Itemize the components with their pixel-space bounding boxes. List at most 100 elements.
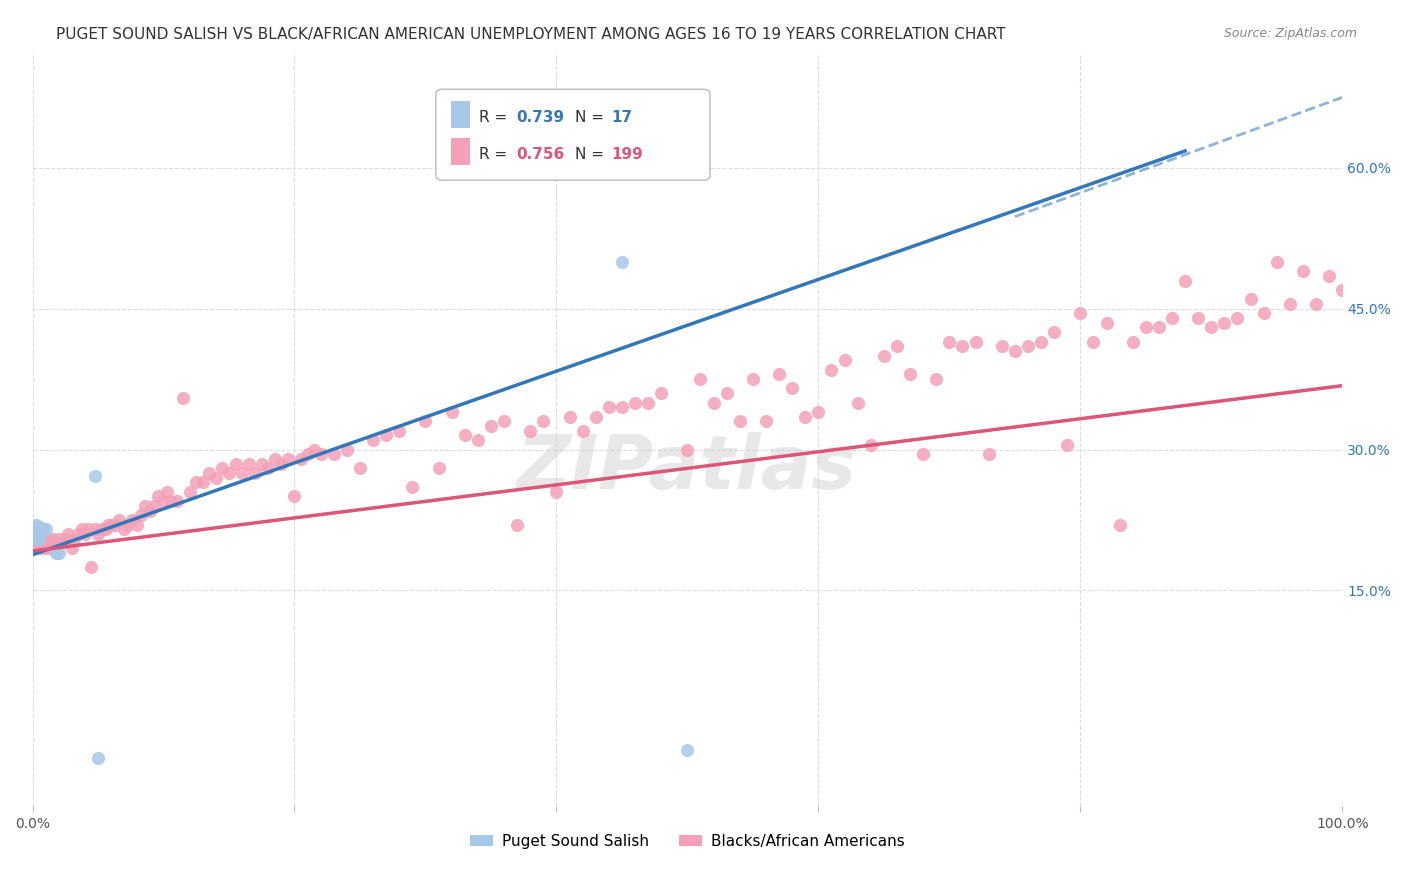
Point	[100, 517, 122, 532]
Point	[990, 339, 1012, 353]
Point	[108, 513, 131, 527]
Point	[250, 457, 273, 471]
Point	[427, 461, 450, 475]
Point	[186, 475, 208, 490]
Point	[650, 386, 672, 401]
Point	[297, 447, 319, 461]
Point	[53, 532, 76, 546]
Point	[415, 414, 437, 428]
Point	[32, 541, 55, 555]
Point	[1029, 334, 1052, 349]
Point	[1317, 268, 1340, 283]
Point	[755, 414, 778, 428]
Point	[121, 513, 143, 527]
Point	[519, 424, 541, 438]
Point	[1292, 264, 1315, 278]
Point	[309, 447, 332, 461]
Point	[585, 409, 607, 424]
Point	[1278, 297, 1301, 311]
Point	[25, 536, 48, 550]
Point	[546, 484, 568, 499]
Point	[768, 368, 790, 382]
Point	[1069, 306, 1091, 320]
Point	[27, 527, 49, 541]
Point	[454, 428, 477, 442]
Point	[1095, 316, 1118, 330]
Point	[689, 372, 711, 386]
Point	[834, 353, 856, 368]
Text: 0.739: 0.739	[516, 110, 564, 125]
Point	[42, 532, 65, 546]
Point	[886, 339, 908, 353]
Legend: Puget Sound Salish, Blacks/African Americans: Puget Sound Salish, Blacks/African Ameri…	[464, 828, 911, 855]
Point	[873, 349, 896, 363]
Point	[1083, 334, 1105, 349]
Point	[263, 451, 285, 466]
Point	[84, 522, 107, 536]
Point	[238, 457, 260, 471]
Point	[87, 750, 110, 764]
Point	[37, 532, 59, 546]
Point	[48, 532, 70, 546]
Point	[179, 484, 201, 499]
Point	[231, 466, 253, 480]
Point	[32, 536, 55, 550]
Point	[401, 480, 423, 494]
Point	[28, 532, 51, 546]
Point	[225, 457, 247, 471]
Point	[56, 527, 79, 541]
Point	[1056, 438, 1078, 452]
Text: ZIPatlas: ZIPatlas	[517, 432, 858, 505]
Point	[25, 517, 48, 532]
Text: 0.756: 0.756	[516, 147, 564, 162]
Point	[160, 494, 183, 508]
Point	[28, 522, 51, 536]
Point	[134, 499, 156, 513]
Point	[143, 499, 166, 513]
Point	[571, 424, 593, 438]
Point	[1122, 334, 1144, 349]
Point	[1239, 293, 1261, 307]
Point	[25, 522, 48, 536]
Point	[205, 471, 228, 485]
Point	[277, 451, 299, 466]
Text: N =: N =	[575, 147, 609, 162]
Point	[76, 522, 98, 536]
Point	[38, 541, 60, 555]
Point	[1201, 320, 1223, 334]
Point	[610, 401, 633, 415]
Point	[211, 461, 233, 475]
Point	[610, 254, 633, 268]
Point	[152, 494, 174, 508]
Text: R =: R =	[479, 147, 513, 162]
Point	[45, 546, 67, 560]
Point	[703, 395, 725, 409]
Point	[807, 405, 830, 419]
Point	[302, 442, 325, 457]
Point	[375, 428, 398, 442]
Point	[624, 395, 647, 409]
Point	[388, 424, 411, 438]
Point	[1135, 320, 1157, 334]
Point	[1004, 343, 1026, 358]
Point	[349, 461, 371, 475]
Point	[41, 536, 63, 550]
Point	[34, 541, 56, 555]
Point	[166, 494, 188, 508]
Point	[925, 372, 948, 386]
Point	[156, 484, 179, 499]
Text: 199: 199	[612, 147, 644, 162]
Point	[191, 475, 214, 490]
Text: PUGET SOUND SALISH VS BLACK/AFRICAN AMERICAN UNEMPLOYMENT AMONG AGES 16 TO 19 YE: PUGET SOUND SALISH VS BLACK/AFRICAN AMER…	[56, 27, 1005, 42]
Point	[1017, 339, 1039, 353]
Point	[94, 522, 117, 536]
Point	[820, 362, 842, 376]
Point	[361, 433, 384, 447]
Point	[87, 527, 110, 541]
Text: 17: 17	[612, 110, 633, 125]
Point	[898, 368, 921, 382]
Point	[1174, 273, 1197, 287]
Point	[1147, 320, 1170, 334]
Point	[977, 447, 1000, 461]
Point	[728, 414, 751, 428]
